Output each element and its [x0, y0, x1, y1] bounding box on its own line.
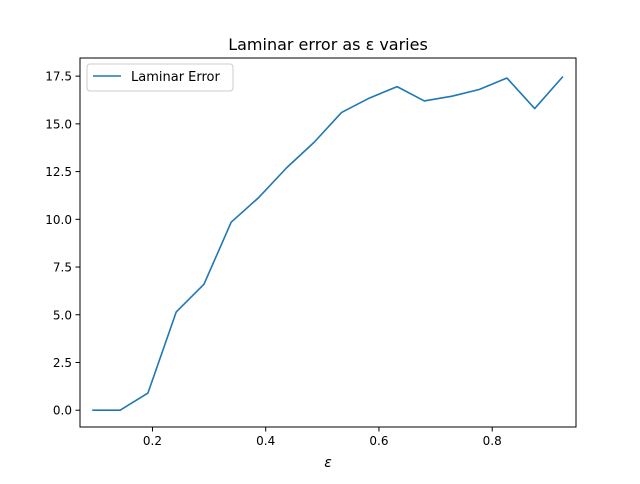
- y-tick-label: 0.0: [53, 404, 72, 418]
- y-tick-label: 2.5: [53, 356, 72, 370]
- x-axis-ticks: 0.2 0.4 0.6 0.8: [143, 427, 502, 448]
- series-layer: [92, 75, 564, 412]
- y-axis-ticks: 0.0 2.5 5.0 7.5 10.0 12.5 15.0 17.5: [45, 70, 80, 418]
- y-tick-label: 7.5: [53, 261, 72, 275]
- x-axis-label: ε: [324, 455, 332, 471]
- x-tick-label: 0.8: [483, 434, 502, 448]
- legend-label: Laminar Error: [131, 70, 221, 85]
- x-tick-label: 0.2: [143, 434, 162, 448]
- chart-title: Laminar error as ε varies: [228, 35, 428, 54]
- y-tick-label: 12.5: [45, 165, 72, 179]
- legend-box: [86, 63, 234, 92]
- legend: Laminar Error: [86, 63, 234, 92]
- plot-frame: [79, 57, 577, 428]
- y-tick-label: 15.0: [45, 117, 72, 131]
- x-tick-label: 0.6: [369, 434, 388, 448]
- y-tick-label: 5.0: [53, 308, 72, 322]
- y-tick-label: 10.0: [45, 213, 72, 227]
- y-tick-label: 17.5: [45, 70, 72, 84]
- x-tick-label: 0.4: [256, 434, 275, 448]
- series-line-laminar-error: [92, 75, 564, 412]
